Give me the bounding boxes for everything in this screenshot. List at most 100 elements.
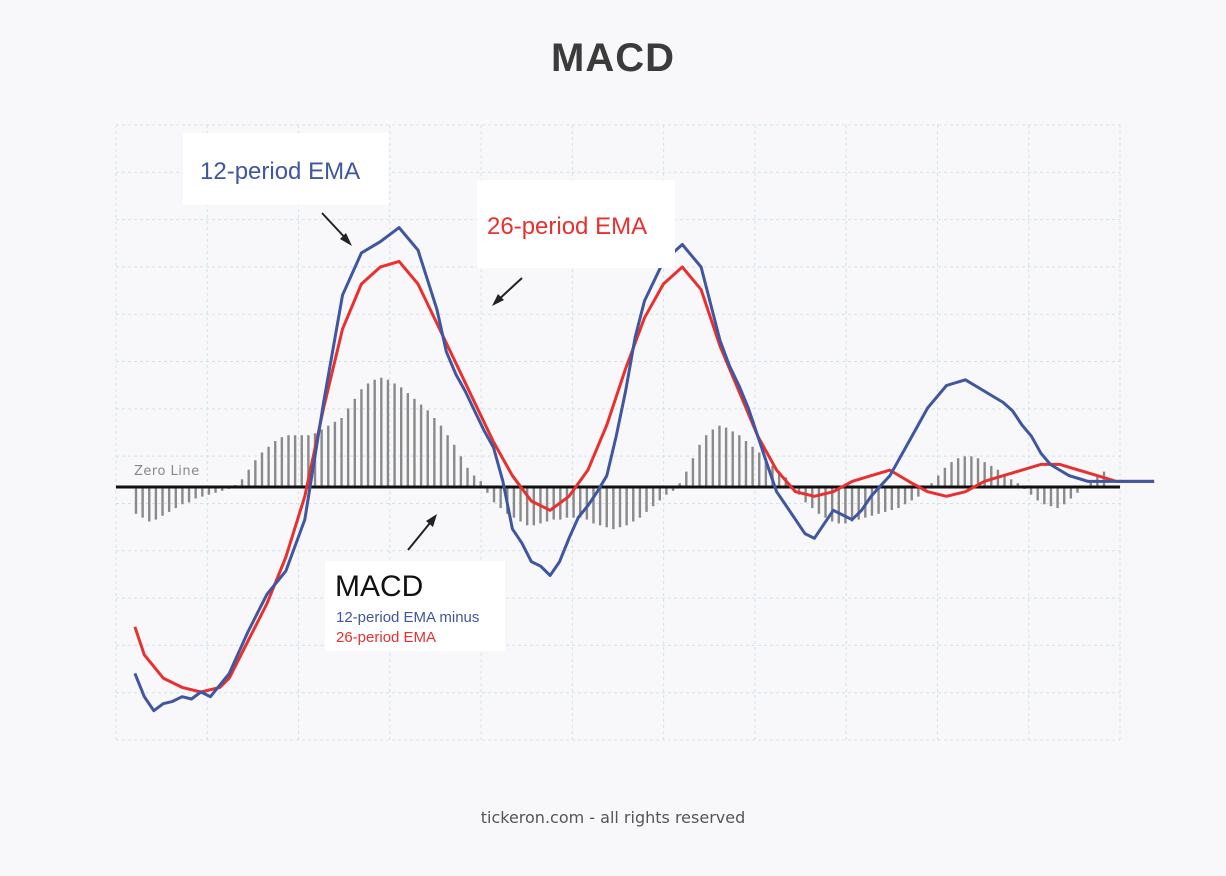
chart-title: MACD — [551, 36, 675, 80]
histogram-bar — [254, 460, 257, 487]
histogram-bar — [161, 487, 164, 516]
histogram-bar — [307, 435, 310, 487]
histogram-bar — [884, 487, 887, 512]
histogram-bar — [671, 487, 675, 491]
histogram-bar — [426, 410, 429, 487]
histogram-bar — [167, 487, 171, 512]
histogram-bar — [499, 487, 502, 509]
histogram-bar — [797, 487, 801, 495]
histogram-bar — [552, 487, 555, 520]
histogram-bar — [565, 487, 569, 518]
histogram-bar — [691, 458, 695, 487]
histogram-bar — [214, 487, 217, 493]
histogram-bar — [612, 487, 615, 530]
histogram-bar — [207, 487, 211, 495]
histogram-bar — [1076, 487, 1079, 493]
histogram-bar — [406, 393, 410, 487]
histogram-bar — [459, 456, 463, 487]
histogram-bar — [366, 383, 370, 487]
histogram-bar — [393, 383, 396, 487]
footer-copyright: tickeron.com - all rights reserved — [480, 808, 746, 827]
histogram-bar — [811, 487, 814, 509]
histogram-bar — [519, 487, 522, 522]
histogram-bar — [433, 418, 436, 487]
histogram-bar — [320, 429, 323, 487]
histogram-bar — [1009, 479, 1013, 487]
histogram-bar — [937, 475, 940, 487]
histogram-bar — [731, 431, 734, 487]
arrow-macd — [407, 514, 437, 551]
histogram-bar — [592, 487, 595, 524]
histogram-bar — [181, 487, 184, 505]
histogram-bar — [651, 487, 655, 507]
histogram-bar — [751, 446, 754, 487]
histogram-bar — [844, 487, 847, 524]
histogram-bar — [698, 444, 701, 487]
histogram-bar — [267, 446, 270, 487]
zero-line-label: Zero Line — [134, 464, 200, 479]
histogram-bar — [472, 475, 476, 487]
histogram-bar — [1063, 487, 1066, 505]
histogram-bar — [187, 487, 191, 503]
histogram-bar — [1036, 487, 1039, 501]
histogram-bar — [1043, 487, 1046, 505]
histogram-bar — [532, 487, 536, 526]
histogram-bar — [579, 487, 582, 518]
arrow-ema26 — [492, 277, 523, 306]
histogram-bar — [492, 487, 496, 503]
histogram-bar — [148, 487, 151, 522]
histogram-bar — [970, 456, 973, 487]
histogram-bar — [512, 487, 516, 518]
histogram-bar — [201, 487, 204, 497]
histogram-bar — [346, 408, 350, 487]
histogram-bar — [718, 425, 721, 487]
histogram-bar — [1089, 481, 1092, 487]
histogram-bar — [850, 487, 854, 522]
histogram-bar — [711, 429, 715, 487]
histogram-bar — [830, 487, 834, 522]
arrow-ema12 — [321, 212, 352, 246]
histogram-bar — [327, 425, 330, 487]
histogram-bar — [572, 487, 575, 518]
histogram-bar — [877, 487, 880, 514]
histogram-bar — [605, 487, 608, 528]
histogram-bar — [943, 467, 947, 487]
ema26-label: 26-period EMA — [487, 213, 648, 240]
histogram-bar — [678, 483, 681, 487]
macd-label: MACD — [335, 570, 424, 603]
histogram-bar — [446, 435, 449, 487]
histogram-bar — [439, 425, 443, 487]
histogram-bar — [353, 398, 356, 487]
macd-annotation: MACD 12-period EMA minus 26-period EMA — [325, 561, 505, 651]
histogram-bar — [738, 435, 741, 487]
histogram-bar — [1069, 487, 1073, 499]
histogram-bar — [598, 487, 602, 526]
histogram-bar — [274, 441, 277, 487]
histogram-bar — [983, 462, 986, 487]
histogram-bar — [220, 487, 224, 491]
histogram-bar — [400, 387, 403, 487]
histogram-bar — [419, 404, 423, 487]
histogram-bar — [333, 421, 337, 487]
histogram-bar — [479, 481, 482, 487]
histogram-bar — [1049, 487, 1053, 507]
histogram-bar — [930, 483, 933, 487]
histogram-bar — [525, 487, 529, 526]
histogram-bar — [413, 398, 416, 487]
histogram-bar — [645, 487, 648, 512]
histogram-bar — [910, 487, 913, 501]
histogram-bar — [141, 487, 144, 518]
histogram-bar — [287, 435, 290, 487]
ema12-annotation: 12-period EMA — [183, 133, 389, 205]
histogram-bar — [897, 487, 900, 509]
histogram-bar — [240, 479, 244, 487]
histogram-bar — [300, 435, 303, 487]
histogram-bar — [956, 458, 960, 487]
histogram-bar — [903, 487, 907, 505]
histogram-bar — [618, 487, 622, 528]
histogram-bar — [134, 487, 138, 514]
histogram-bar — [194, 487, 197, 499]
histogram-bar — [857, 487, 860, 520]
histogram-bar — [174, 487, 177, 509]
histogram-bar — [837, 487, 840, 524]
